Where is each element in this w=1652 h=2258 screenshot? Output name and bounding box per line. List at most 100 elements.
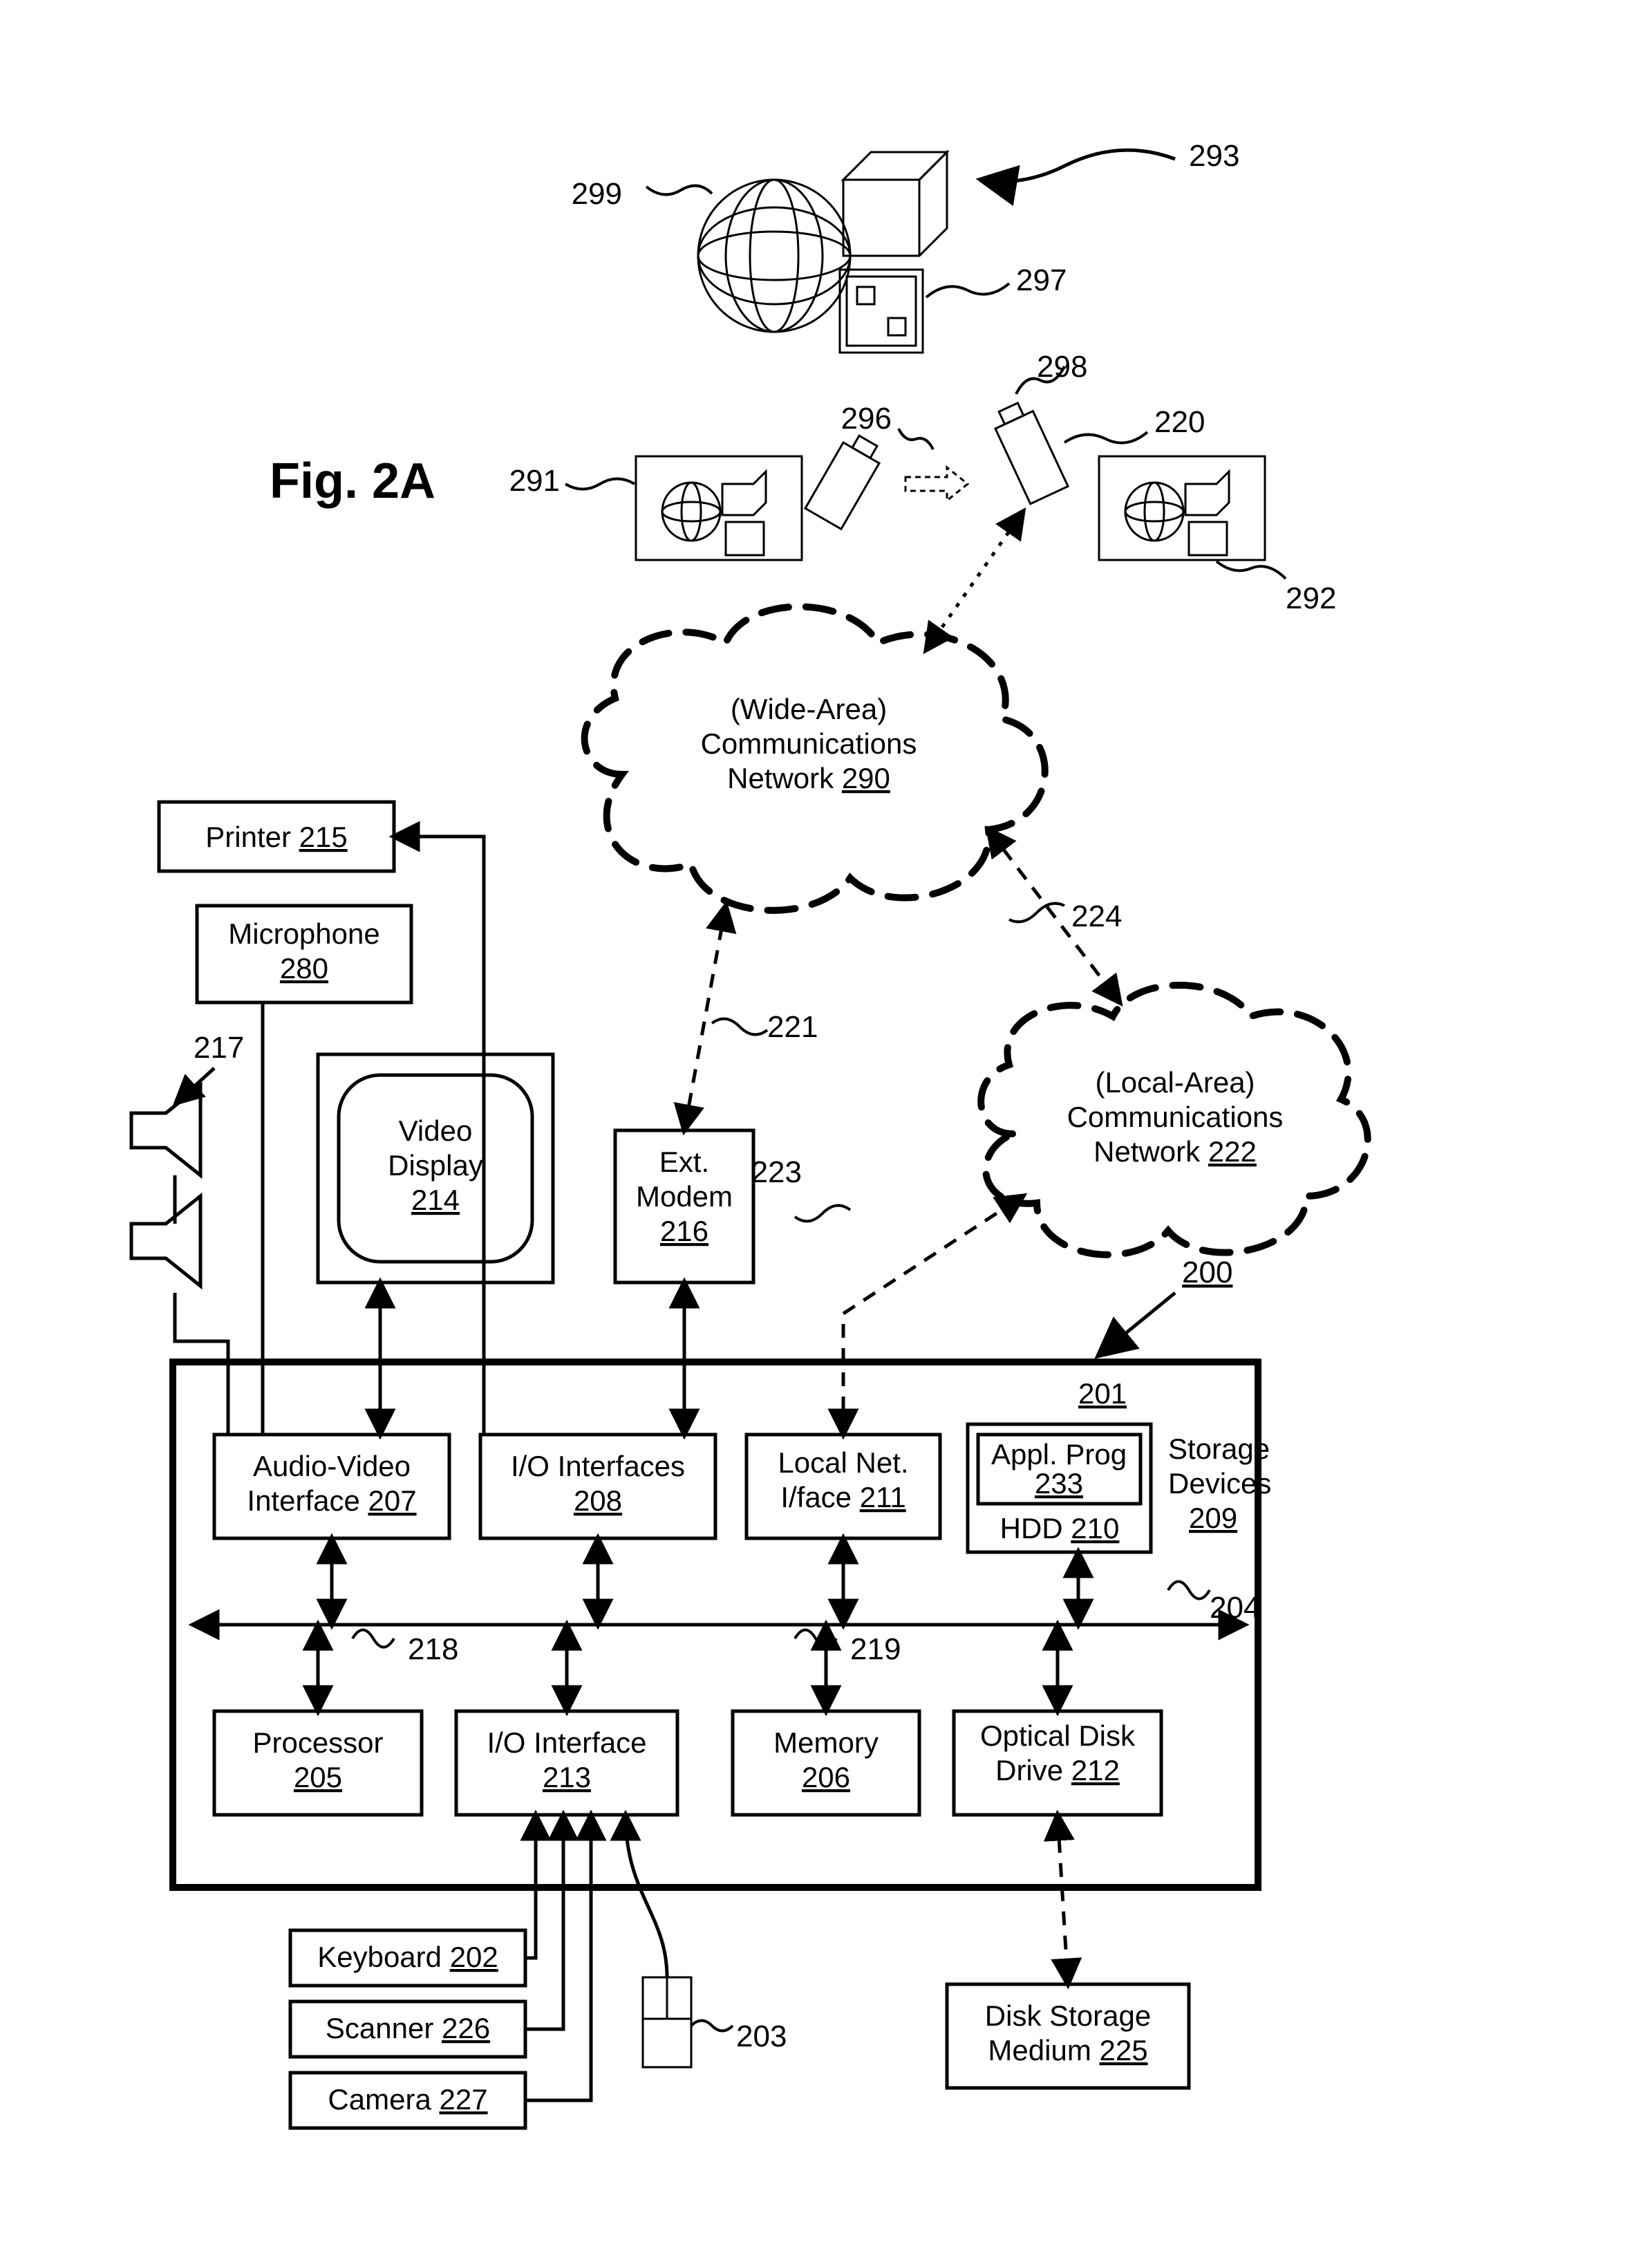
svg-text:Devices: Devices [1168,1467,1271,1500]
tilde-218 [353,1630,394,1648]
svg-text:Scanner 226: Scanner 226 [326,2012,490,2044]
leader-296 [899,429,933,449]
node-io-interface-213: I/O Interface 213 [456,1711,677,1815]
lan-label-3: Network 222 [1093,1135,1257,1168]
scene-objects-icon [698,152,947,353]
ref-203: 203 [736,2019,787,2053]
node-local-net-iface: Local Net. I/face 211 [747,1435,940,1538]
edge-223 [843,1196,1023,1435]
svg-text:Local Net.: Local Net. [778,1446,908,1479]
node-scanner: Scanner 226 [290,2002,525,2057]
svg-text:Medium 225: Medium 225 [988,2034,1147,2066]
tilde-223 [795,1206,850,1222]
leader-220 [1064,432,1147,443]
svg-text:209: 209 [1189,1502,1237,1534]
node-video-display: Video Display 214 [318,1054,553,1282]
svg-text:Microphone: Microphone [228,917,379,950]
svg-text:206: 206 [802,1761,850,1793]
node-memory: Memory 206 [733,1711,919,1815]
svg-text:Keyboard 202: Keyboard 202 [317,1941,498,1973]
node-disk-storage-medium: Disk Storage Medium 225 [947,1984,1189,2088]
ref-296: 296 [841,402,892,436]
ref-299: 299 [572,177,622,211]
tilde-204 [1168,1582,1210,1599]
camera-left-icon [805,431,886,530]
ref-297: 297 [1016,263,1067,297]
ref-224: 224 [1071,899,1122,933]
svg-text:Display: Display [388,1149,483,1182]
leader-293 [982,150,1175,181]
ref-292: 292 [1286,581,1336,615]
node-printer: Printer 215 [159,802,394,871]
leader-200 [1099,1293,1175,1355]
svg-text:205: 205 [294,1761,342,1793]
motion-arrow-icon [905,467,968,501]
svg-text:I/O Interfaces: I/O Interfaces [511,1450,685,1482]
svg-text:Processor: Processor [252,1726,383,1759]
node-camera: Camera 227 [290,2073,525,2128]
tilde-219 [795,1630,836,1648]
edge-scanner-io213 [525,1815,563,2029]
svg-text:Audio-Video: Audio-Video [253,1450,411,1482]
leader-297 [926,283,1009,297]
node-ext-modem: Ext. Modem 216 [615,1130,753,1282]
image-frame-right [1099,456,1265,560]
wan-label-3: Network 290 [727,762,890,794]
svg-text:214: 214 [411,1184,460,1216]
leader-291 [565,479,635,489]
node-keyboard: Keyboard 202 [290,1930,525,1986]
leader-292 [1217,561,1286,579]
svg-text:213: 213 [543,1761,591,1793]
lan-label-2: Communications [1067,1101,1284,1133]
svg-text:I/O Interface: I/O Interface [487,1726,646,1759]
svg-text:Modem: Modem [636,1180,733,1213]
speakers-icon [131,1085,200,1286]
svg-text:Video: Video [399,1114,473,1147]
ref-201: 201 [1078,1377,1127,1410]
ref-200: 200 [1182,1256,1232,1289]
node-microphone: Microphone 280 [197,906,411,1002]
leader-217 [176,1068,214,1103]
svg-text:Appl. Prog: Appl. Prog [991,1438,1127,1471]
leader-203 [691,2021,733,2031]
mouse-icon [626,1815,691,2067]
ref-298: 298 [1037,350,1087,384]
svg-text:280: 280 [280,952,328,985]
svg-text:Memory: Memory [773,1726,879,1759]
wan-label-1: (Wide-Area) [731,693,887,725]
node-io-interfaces-208: I/O Interfaces 208 [480,1435,715,1538]
tilde-224 [1009,904,1064,922]
image-frame-left [636,456,802,560]
svg-text:Camera 227: Camera 227 [328,2083,487,2116]
node-optical-drive: Optical Disk Drive 212 [954,1711,1161,1815]
svg-text:HDD 210: HDD 210 [1000,1512,1120,1545]
ref-219: 219 [850,1632,901,1666]
figure-title: Fig. 2A [270,454,435,509]
ref-221: 221 [767,1010,818,1044]
svg-text:208: 208 [574,1484,622,1517]
tilde-221 [712,1019,767,1035]
ref-223: 223 [751,1155,802,1189]
camera-right-icon [990,399,1069,504]
edge-camera-wan [926,512,1023,650]
svg-text:Ext.: Ext. [659,1146,709,1178]
node-av-interface: Audio-Video Interface 207 [214,1435,449,1538]
ref-220: 220 [1154,405,1205,439]
svg-text:216: 216 [660,1215,708,1247]
ref-218: 218 [408,1632,458,1666]
ref-293: 293 [1189,139,1239,173]
svg-text:Disk Storage: Disk Storage [985,1999,1151,2032]
svg-text:Optical Disk: Optical Disk [980,1719,1136,1752]
ref-217: 217 [194,1031,244,1065]
ref-204: 204 [1210,1591,1260,1625]
lan-label-1: (Local-Area) [1095,1066,1255,1099]
svg-text:Printer 215: Printer 215 [205,821,347,853]
node-processor: Processor 205 [214,1711,422,1815]
svg-text:Interface 207: Interface 207 [247,1484,416,1517]
svg-text:I/face 211: I/face 211 [780,1481,905,1513]
ref-291: 291 [509,464,560,498]
leader-299 [646,186,712,195]
wan-label-2: Communications [701,727,917,760]
node-storage-devices: Appl. Prog 233 HDD 210 Storage Devices 2… [968,1424,1271,1552]
edge-optical-medium [1058,1815,1068,1984]
